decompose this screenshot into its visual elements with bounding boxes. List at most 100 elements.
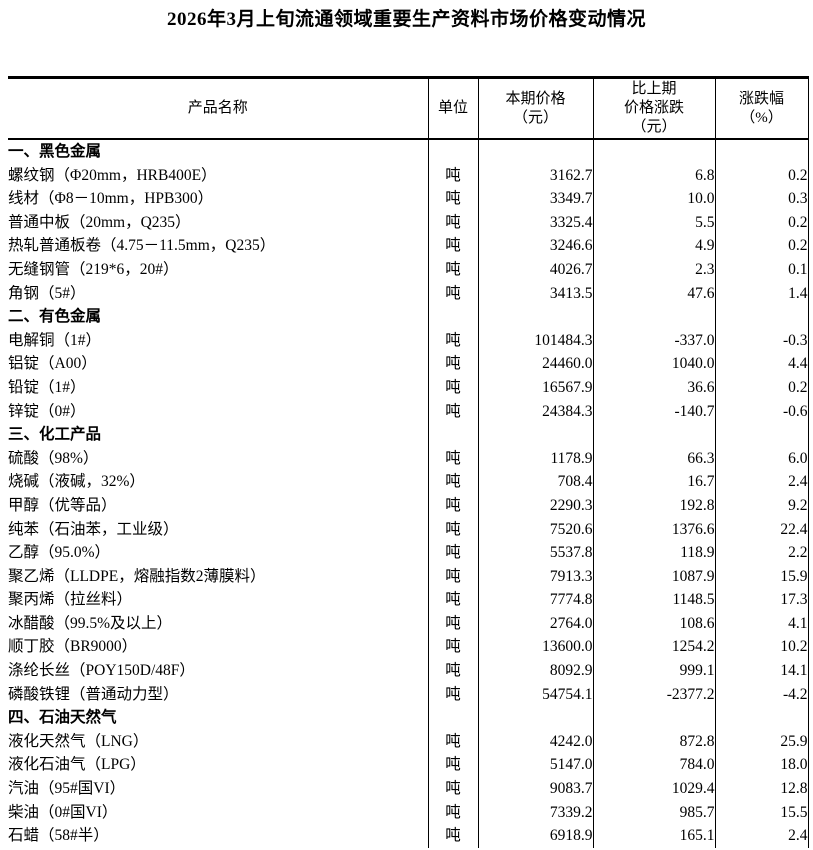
- unit-cell: 吨: [427, 824, 478, 848]
- table-row: 冰醋酸（99.5%及以上） 吨 2764.0 108.6 4.1: [8, 611, 809, 636]
- price-change-cell: 4.9: [592, 234, 715, 258]
- price-cell-empty: [477, 706, 593, 730]
- price-change-cell: 118.9: [592, 541, 715, 565]
- section-title: 二、有色金属: [8, 308, 102, 326]
- product-name-cell: 角钢（5#）: [8, 284, 86, 302]
- product-name-cell: 聚丙烯（拉丝料）: [8, 591, 133, 609]
- col-header-product: 产品名称: [8, 76, 428, 140]
- pct-change-cell: 4.4: [714, 352, 809, 376]
- unit-cell-empty: [427, 423, 478, 447]
- product-name-cell: 乙醇（95.0%）: [8, 544, 111, 562]
- pct-change-cell: 9.2: [714, 493, 809, 518]
- pct-change-cell: 1.4: [714, 281, 809, 306]
- unit-cell: 吨: [427, 163, 478, 188]
- table-row: 液化石油气（LPG） 吨 5147.0 784.0 18.0: [8, 753, 809, 778]
- table-row: 无缝钢管（219*6，20#） 吨 4026.7 2.3 0.1: [8, 257, 809, 282]
- product-name-cell: 液化石油气（LPG）: [8, 756, 146, 774]
- table-header: 产品名称 单位 本期价格 （元） 比上期 价格涨跌 （元） 涨跌幅 （%）: [8, 76, 809, 140]
- current-price-cell: 101484.3: [477, 328, 593, 353]
- unit-cell: 吨: [427, 659, 478, 683]
- col-header-unit-label: 单位: [437, 100, 468, 116]
- unit-cell: 吨: [427, 187, 478, 211]
- pct-change-cell: 15.9: [714, 564, 809, 589]
- unit-cell-empty: [427, 139, 478, 164]
- table-row: 硫酸（98%） 吨 1178.9 66.3 6.0: [8, 446, 809, 471]
- current-price-cell: 3325.4: [477, 210, 593, 235]
- unit-cell-empty: [427, 706, 478, 730]
- page-title: 2026年3月上旬流通领域重要生产资料市场价格变动情况: [166, 9, 646, 30]
- unit-cell: 吨: [427, 541, 478, 565]
- current-price-cell: 54754.1: [477, 682, 593, 707]
- pct-change-cell: 15.5: [714, 800, 809, 825]
- section-row: 一、黑色金属: [8, 139, 809, 164]
- section-row: 四、石油天然气: [8, 706, 809, 730]
- header-row: 产品名称 单位 本期价格 （元） 比上期 价格涨跌 （元） 涨跌幅 （%）: [8, 76, 809, 140]
- current-price-cell: 24384.3: [477, 399, 593, 424]
- price-change-cell: 872.8: [592, 729, 715, 754]
- price-change-cell: 108.6: [592, 611, 715, 636]
- pct-change-cell: -0.3: [714, 328, 809, 353]
- section-title: 一、黑色金属: [8, 143, 102, 160]
- table-row: 热轧普通板卷（4.75－11.5mm，Q235） 吨 3246.6 4.9 0.2: [8, 234, 809, 258]
- product-name-cell: 纯苯（石油苯，工业级）: [8, 520, 179, 538]
- pct-change-cell: 2.2: [714, 541, 809, 565]
- pct-change-cell: 18.0: [714, 753, 809, 778]
- price-cell-empty: [477, 423, 593, 447]
- product-name-cell: 冰醋酸（99.5%及以上）: [8, 614, 173, 632]
- pct-change-cell: 17.3: [714, 588, 809, 612]
- table-row: 石蜡（58#半） 吨 6918.9 165.1 2.4: [8, 824, 809, 848]
- price-change-cell: 1148.5: [592, 588, 715, 612]
- unit-cell: 吨: [427, 399, 478, 424]
- change-cell-empty: [592, 706, 715, 730]
- price-change-cell: 784.0: [592, 753, 715, 778]
- price-change-cell: 36.6: [592, 375, 715, 400]
- pct-change-cell: 10.2: [714, 635, 809, 660]
- pct-cell-empty: [714, 305, 809, 329]
- pct-change-cell: 25.9: [714, 729, 809, 754]
- product-name-cell: 螺纹钢（Φ20mm，HRB400E）: [8, 166, 217, 184]
- section-row: 二、有色金属: [8, 305, 809, 329]
- pct-change-cell: 2.4: [714, 824, 809, 848]
- unit-cell: 吨: [427, 517, 478, 542]
- current-price-cell: 5147.0: [477, 753, 593, 778]
- pct-change-cell: 22.4: [714, 517, 809, 542]
- price-change-cell: 192.8: [592, 493, 715, 518]
- table-row: 聚乙烯（LLDPE，熔融指数2薄膜料） 吨 7913.3 1087.9 15.9: [8, 564, 809, 589]
- table-row: 螺纹钢（Φ20mm，HRB400E） 吨 3162.7 6.8 0.2: [8, 163, 809, 188]
- product-name-cell: 聚乙烯（LLDPE，熔融指数2薄膜料）: [8, 567, 266, 585]
- unit-cell: 吨: [427, 352, 478, 376]
- table-row: 磷酸铁锂（普通动力型） 吨 54754.1 -2377.2 -4.2: [8, 682, 809, 707]
- col-header-product-label: 产品名称: [187, 100, 248, 116]
- unit-cell: 吨: [427, 611, 478, 636]
- price-change-cell: 16.7: [592, 470, 715, 494]
- product-name-cell: 无缝钢管（219*6，20#）: [8, 260, 179, 278]
- table-row: 柴油（0#国VI） 吨 7339.2 985.7 15.5: [8, 800, 809, 825]
- current-price-cell: 3349.7: [477, 187, 593, 211]
- product-name-cell: 甲醇（优等品）: [8, 496, 117, 514]
- pct-change-cell: 4.1: [714, 611, 809, 636]
- unit-cell: 吨: [427, 564, 478, 589]
- price-cell-empty: [477, 139, 593, 164]
- table-row: 线材（Φ8－10mm，HPB300） 吨 3349.7 10.0 0.3: [8, 187, 809, 211]
- unit-cell: 吨: [427, 493, 478, 518]
- pct-change-cell: 0.2: [714, 234, 809, 258]
- product-name-cell: 热轧普通板卷（4.75－11.5mm，Q235）: [8, 237, 276, 255]
- product-name-cell: 烧碱（液碱，32%）: [8, 473, 145, 491]
- price-change-cell: 1040.0: [592, 352, 715, 376]
- product-name-cell: 铅锭（1#）: [8, 378, 86, 396]
- pct-change-cell: -0.6: [714, 399, 809, 424]
- table-row: 普通中板（20mm，Q235） 吨 3325.4 5.5 0.2: [8, 210, 809, 235]
- col-header-change-line1: 比上期: [631, 81, 677, 97]
- product-name-cell: 石蜡（58#半）: [8, 827, 109, 845]
- price-change-cell: 47.6: [592, 281, 715, 306]
- current-price-cell: 3162.7: [477, 163, 593, 188]
- col-header-change-line3: （元）: [631, 119, 677, 135]
- col-header-pct: 涨跌幅 （%）: [714, 76, 809, 140]
- price-change-cell: -337.0: [592, 328, 715, 353]
- unit-cell: 吨: [427, 281, 478, 306]
- unit-cell: 吨: [427, 682, 478, 707]
- product-name-cell: 液化天然气（LNG）: [8, 732, 149, 750]
- current-price-cell: 7339.2: [477, 800, 593, 825]
- price-change-cell: 999.1: [592, 659, 715, 683]
- current-price-cell: 1178.9: [477, 446, 593, 471]
